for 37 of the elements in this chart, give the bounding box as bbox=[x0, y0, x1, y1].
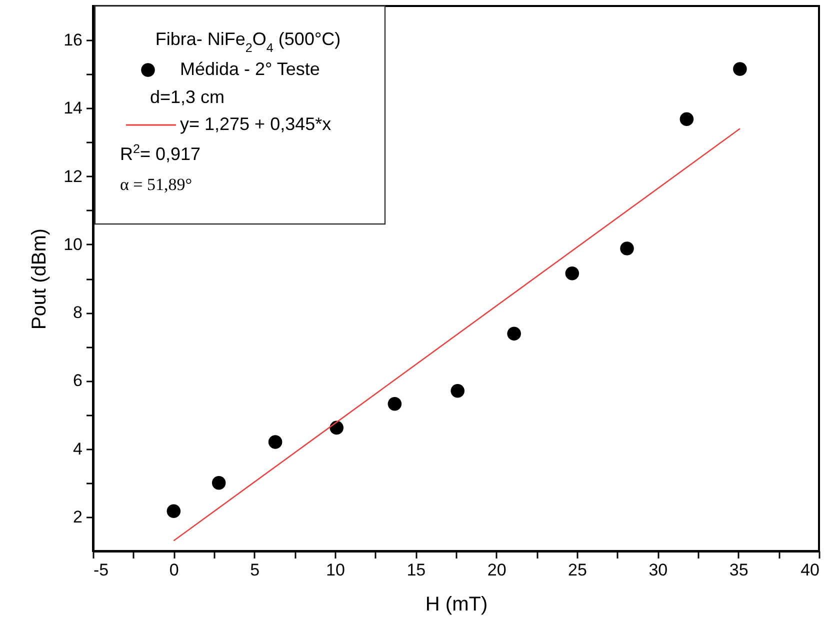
point bbox=[507, 326, 521, 341]
y-tick-label: 6 bbox=[73, 371, 82, 390]
x-tick-label: 25 bbox=[568, 560, 587, 580]
point bbox=[565, 266, 580, 280]
point bbox=[166, 504, 181, 518]
x-tick-label: 5 bbox=[250, 560, 260, 580]
x-tick-label: 20 bbox=[487, 560, 506, 580]
y-tick-label: 4 bbox=[73, 439, 82, 458]
x-tick-label: 35 bbox=[729, 560, 748, 580]
x-axis-title: H (mT) bbox=[425, 594, 488, 616]
legend-label: y= 1,275 + 0,345*x bbox=[180, 114, 332, 134]
y-tick-label: 2 bbox=[73, 507, 82, 526]
annotation: α = 51,89° bbox=[120, 175, 192, 194]
x-tick-label: 15 bbox=[406, 560, 426, 580]
point bbox=[733, 62, 747, 76]
point bbox=[268, 435, 282, 449]
y-axis-title: Pout (dBm) bbox=[28, 228, 51, 330]
y-tick-label: 8 bbox=[73, 303, 82, 322]
y-tick-label: 12 bbox=[64, 166, 82, 186]
point bbox=[620, 242, 634, 256]
point bbox=[330, 420, 344, 435]
annotation: R$^{2}$= 0,917 bbox=[120, 142, 201, 164]
point bbox=[388, 396, 402, 411]
x-tick-label: 10 bbox=[326, 560, 345, 580]
point bbox=[680, 112, 694, 126]
y-tick-label: 16 bbox=[64, 30, 82, 50]
point bbox=[450, 384, 465, 398]
x-tick-label: -5 bbox=[94, 560, 109, 580]
annotation: d=1,3 cm bbox=[150, 87, 225, 107]
x-tick-label: 0 bbox=[169, 560, 179, 580]
legend-label: Médida - 2° Teste bbox=[180, 59, 320, 79]
x-tick-label: 30 bbox=[648, 560, 668, 580]
x-tick-label: 40 bbox=[800, 560, 820, 580]
point bbox=[212, 476, 226, 490]
legend-title: Fibra- NiFe$_{2}$O$_{4}$ (500°C) bbox=[155, 29, 341, 55]
y-tick-label: 14 bbox=[64, 98, 82, 118]
y-tick-label: 10 bbox=[64, 234, 82, 254]
